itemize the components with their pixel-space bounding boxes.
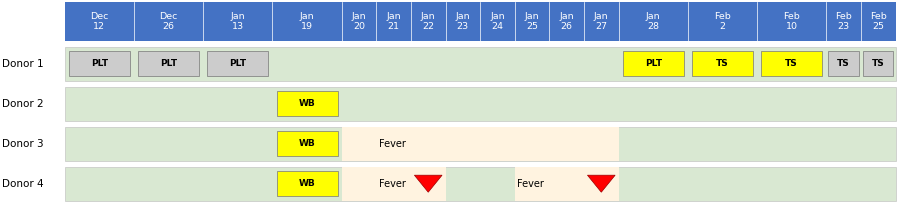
Bar (65, 127, 896, 161)
Bar (139, 52, 199, 76)
Bar (65, 166, 896, 201)
Text: TS: TS (716, 59, 729, 68)
Text: TS: TS (872, 59, 885, 68)
Text: Jan
22: Jan 22 (421, 12, 436, 31)
Text: Donor 3: Donor 3 (2, 139, 43, 149)
Bar (623, 52, 684, 76)
Text: Jan
27: Jan 27 (594, 12, 608, 31)
Text: Donor 1: Donor 1 (2, 59, 43, 69)
Text: PLT: PLT (644, 59, 662, 68)
Text: Donor 4: Donor 4 (2, 179, 43, 189)
Text: PLT: PLT (230, 59, 247, 68)
Bar (342, 166, 446, 201)
Polygon shape (414, 175, 442, 192)
Text: Jan
21: Jan 21 (386, 12, 400, 31)
Text: Dec
12: Dec 12 (90, 12, 109, 31)
Bar (342, 127, 618, 161)
Text: Feb
10: Feb 10 (783, 12, 800, 31)
Text: TS: TS (837, 59, 850, 68)
Bar (65, 47, 896, 81)
Text: Jan
28: Jan 28 (646, 12, 661, 31)
Polygon shape (588, 175, 615, 192)
Bar (65, 2, 896, 41)
Text: Fever: Fever (379, 179, 406, 189)
Text: PLT: PLT (91, 59, 108, 68)
Text: Feb
25: Feb 25 (869, 12, 886, 31)
Text: Dec
26: Dec 26 (159, 12, 178, 31)
Text: Donor 2: Donor 2 (2, 99, 43, 109)
Text: Fever: Fever (379, 139, 406, 149)
Bar (65, 87, 896, 121)
Bar (276, 91, 338, 116)
Text: PLT: PLT (160, 59, 177, 68)
Text: Jan
26: Jan 26 (560, 12, 574, 31)
Bar (69, 52, 130, 76)
Text: WB: WB (299, 139, 316, 148)
Text: WB: WB (299, 99, 316, 108)
Text: Jan
24: Jan 24 (491, 12, 505, 31)
Bar (276, 171, 338, 196)
Text: WB: WB (299, 179, 316, 188)
Text: Jan
19: Jan 19 (300, 12, 314, 31)
Text: Feb
23: Feb 23 (835, 12, 852, 31)
Bar (692, 52, 753, 76)
Text: Jan
13: Jan 13 (230, 12, 245, 31)
Bar (761, 52, 822, 76)
Bar (828, 52, 859, 76)
Bar (863, 52, 894, 76)
Text: Jan
23: Jan 23 (455, 12, 470, 31)
Bar (207, 52, 268, 76)
Bar (276, 131, 338, 156)
Text: Jan
20: Jan 20 (352, 12, 366, 31)
Bar (515, 166, 618, 201)
Text: Fever: Fever (518, 179, 544, 189)
Text: Feb
2: Feb 2 (714, 12, 731, 31)
Text: Jan
25: Jan 25 (525, 12, 539, 31)
Text: TS: TS (786, 59, 798, 68)
